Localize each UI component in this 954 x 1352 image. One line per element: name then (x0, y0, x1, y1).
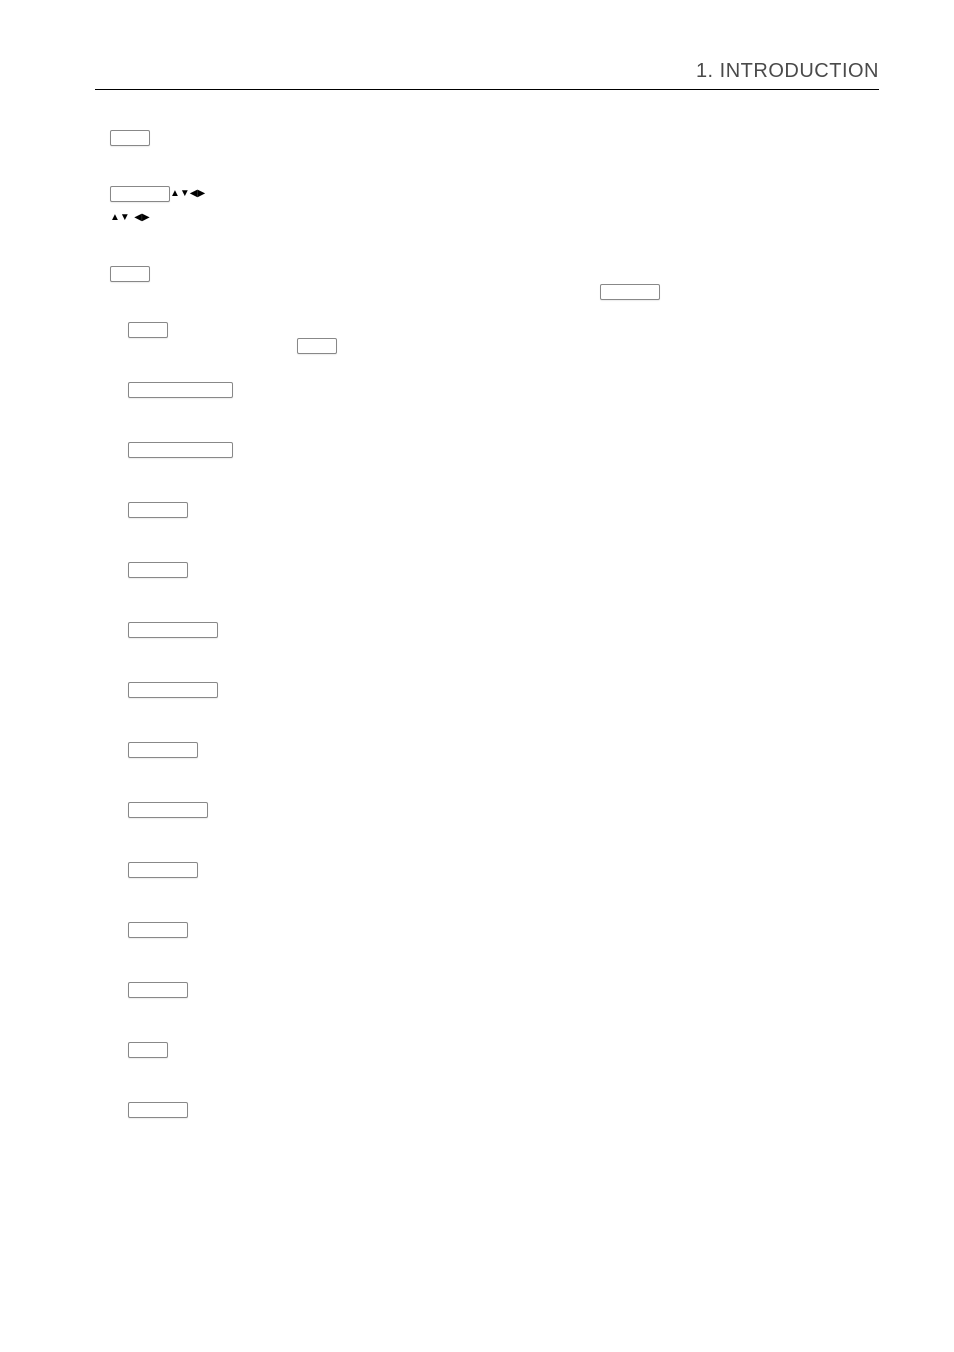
key-box (110, 266, 150, 282)
row-2: ▲▼◀▶ ▲▼ ◀▶ (110, 182, 879, 230)
key-box (128, 502, 188, 518)
indent-wrapper (110, 678, 218, 702)
row-7 (110, 498, 879, 522)
header-title: 1. INTRODUCTION (696, 60, 879, 82)
key-box (128, 1102, 188, 1118)
row-4 (110, 318, 879, 342)
row-16 (110, 1038, 879, 1062)
row-15 (110, 978, 879, 1002)
row-13 (110, 858, 879, 882)
key-box (128, 742, 198, 758)
arrows-all-icon: ▲▼◀▶ (170, 186, 205, 201)
indent-wrapper (110, 558, 188, 582)
key-box (128, 982, 188, 998)
row-11 (110, 738, 879, 762)
key-box (128, 442, 233, 458)
row-8 (110, 558, 879, 582)
row-17 (110, 1098, 879, 1122)
indent-wrapper (110, 798, 208, 822)
indent-wrapper (110, 438, 233, 462)
key-box (128, 562, 188, 578)
indent-wrapper (110, 318, 337, 342)
row-5 (110, 378, 879, 402)
arrows-updown-icon: ▲▼ (110, 212, 130, 223)
row-12 (110, 798, 879, 822)
key-box-secondary (600, 284, 660, 300)
key-box (128, 1042, 168, 1058)
indent-wrapper (110, 1038, 168, 1062)
row-6 (110, 438, 879, 462)
indent-wrapper (110, 378, 233, 402)
row-10 (110, 678, 879, 702)
key-box (128, 322, 168, 338)
indent-wrapper (110, 858, 198, 882)
indent-wrapper (110, 498, 188, 522)
indent-wrapper (110, 1098, 188, 1122)
key-box (128, 922, 188, 938)
page-header: 1. INTRODUCTION (95, 60, 879, 90)
key-box (128, 682, 218, 698)
key-box (128, 862, 198, 878)
indent-wrapper (110, 618, 218, 642)
key-with-arrows: ▲▼◀▶ ▲▼ ◀▶ (110, 182, 205, 230)
arrows-leftright-icon: ◀▶ (134, 212, 149, 223)
page-container: 1. INTRODUCTION ▲▼◀▶ ▲▼ ◀▶ (0, 0, 954, 1218)
key-box-inline (297, 338, 337, 354)
indent-wrapper (110, 918, 188, 942)
key-box (110, 186, 170, 202)
row-9 (110, 618, 879, 642)
key-box (128, 802, 208, 818)
indent-wrapper (110, 978, 188, 1002)
key-box (110, 130, 150, 146)
row-14 (110, 918, 879, 942)
indent-wrapper (110, 738, 198, 762)
key-box (128, 622, 218, 638)
content-area: ▲▼◀▶ ▲▼ ◀▶ (95, 130, 879, 1122)
row-1 (110, 130, 879, 146)
key-box (128, 382, 233, 398)
row-3 (110, 266, 879, 282)
